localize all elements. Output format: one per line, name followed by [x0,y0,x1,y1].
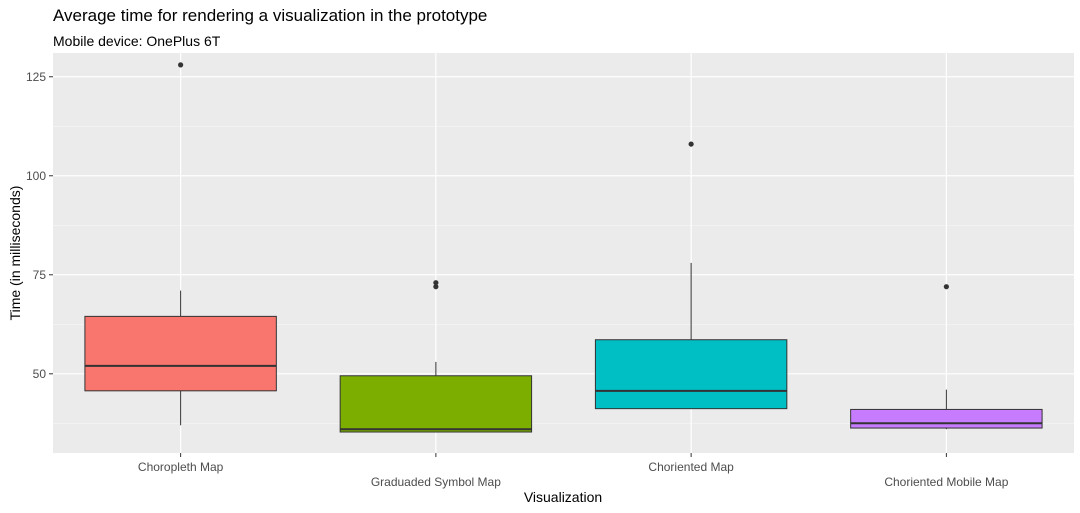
chart-title: Average time for rendering a visualizati… [53,6,488,25]
box-iqr [339,375,533,433]
outlier-point [433,280,439,286]
y-axis-title: Time (in milliseconds) [7,186,23,321]
outlier-point [943,284,949,290]
box-group [594,141,788,410]
x-tick-label: Choriented Map [648,460,734,474]
chart-subtitle: Mobile device: OnePlus 6T [53,33,221,49]
outlier-point [688,141,694,147]
x-tick-label: Choriented Mobile Map [884,475,1008,489]
box-group [850,284,1043,430]
outlier-point [433,284,439,290]
outlier-point [178,62,184,68]
box-group [339,280,533,433]
y-tick-label: 125 [26,70,46,84]
box-iqr [850,408,1043,429]
plot-panel [53,53,1074,453]
x-tick-label: Choropleth Map [138,460,224,474]
y-tick-label: 75 [33,268,47,282]
y-tick-label: 100 [26,169,46,183]
x-tick-label: Graduaded Symbol Map [371,475,501,489]
box-group [84,62,277,426]
y-tick-label: 50 [33,367,47,381]
box-iqr [84,315,277,392]
x-axis-title: Visualization [524,489,602,505]
box-iqr [594,339,788,410]
